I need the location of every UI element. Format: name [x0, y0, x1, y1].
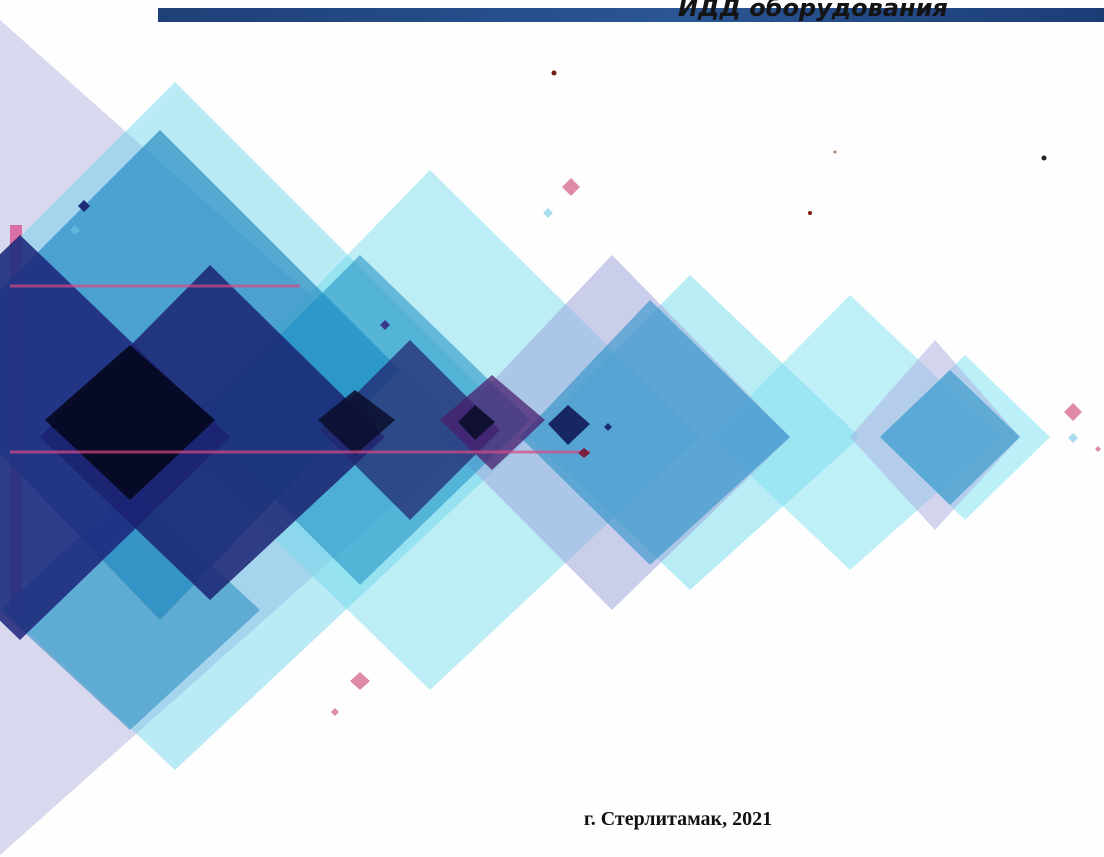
small-diamond-shape: [1068, 433, 1078, 443]
diamond-shape: [520, 300, 790, 565]
speck-dot: [1041, 155, 1047, 161]
small-diamond-shape: [78, 200, 90, 212]
small-diamond-shape: [350, 672, 370, 690]
city-year-text: г. Стерлитамак, 2021: [583, 808, 773, 830]
small-diamond-shape: [1095, 446, 1101, 452]
small-diamond-shape: [562, 178, 580, 196]
small-diamond-shape: [70, 225, 80, 235]
diamond-shape: [548, 405, 590, 445]
diamond-shape: [40, 265, 385, 600]
header-bar: ИДД оборудования: [158, 0, 1104, 22]
small-diamond-shape: [543, 208, 553, 218]
small-diamond-shape: [1064, 403, 1082, 421]
diamond-shape: [458, 405, 495, 440]
header-title-fragment: ИДД оборудования: [678, 0, 948, 22]
small-diamond-shape: [578, 448, 590, 458]
speck-dot: [833, 150, 837, 154]
small-diamond-shape: [380, 320, 390, 330]
city-year-line: г. Стерлитамак, 2021: [0, 808, 1104, 831]
speck-dot: [551, 70, 557, 76]
small-diamond-shape: [604, 423, 612, 431]
speck-dot: [808, 211, 812, 215]
diamond-shape: [880, 370, 1020, 505]
diamond-shape: [320, 340, 500, 520]
diamond-shape: [318, 390, 395, 455]
small-diamond-shape: [331, 708, 339, 716]
diamond-shape: [45, 345, 215, 500]
